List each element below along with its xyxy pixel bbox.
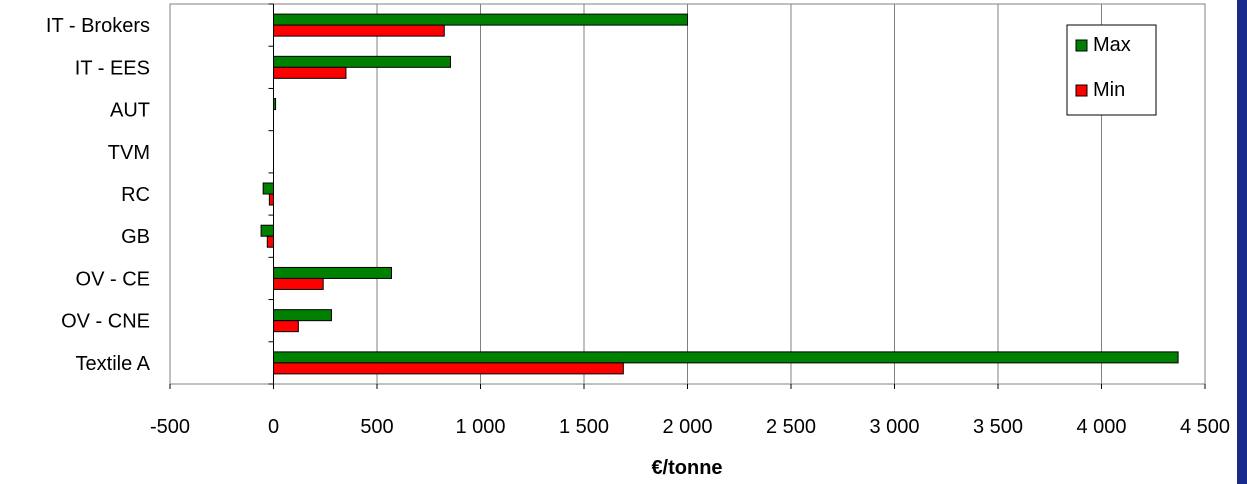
bar-max <box>273 351 1179 364</box>
x-tick-label: 0 <box>268 416 279 438</box>
bar-min <box>273 24 445 37</box>
x-tick-label: 2 000 <box>662 416 712 438</box>
x-tick-label: 1 000 <box>455 416 505 438</box>
x-tick-label: -500 <box>150 416 190 438</box>
legend-label-max: Max <box>1093 34 1131 56</box>
x-tick-label: 3 000 <box>869 416 919 438</box>
bar-max <box>273 309 332 322</box>
legend-label-min: Min <box>1093 79 1125 101</box>
y-tick-label: AUT <box>110 100 150 122</box>
axes <box>169 3 1206 389</box>
bar-min <box>273 277 324 290</box>
x-axis-title: €/tonne <box>651 457 722 479</box>
y-tick-label: GB <box>121 226 150 248</box>
y-tick-label: OV - CNE <box>61 311 150 333</box>
legend-swatch-min <box>1075 84 1088 97</box>
slide-sidebar-accent <box>1237 0 1247 484</box>
bar-max <box>273 266 392 279</box>
x-tick-label: 3 500 <box>973 416 1023 438</box>
y-tick-label: RC <box>121 184 150 206</box>
legend: Max Min <box>1066 24 1157 116</box>
x-tick-label: 1 500 <box>559 416 609 438</box>
y-tick-label: IT - EES <box>75 57 150 79</box>
x-tick-label: 500 <box>360 416 393 438</box>
legend-swatch-max <box>1075 39 1088 52</box>
bar-max <box>273 55 451 68</box>
bar-min <box>273 320 299 333</box>
bar-max <box>273 13 688 26</box>
y-axis-labels: IT - Brokers IT - EES AUT TVM RC GB OV - CE OV … <box>46 15 151 375</box>
bar-min <box>273 362 624 375</box>
bar-min <box>268 193 274 206</box>
x-tick-label: 4 500 <box>1180 416 1230 438</box>
y-tick-label: IT - Brokers <box>46 15 150 37</box>
bar-min <box>273 66 347 79</box>
x-tick-label: 2 500 <box>766 416 816 438</box>
y-tick-label: OV - CE <box>76 268 150 290</box>
y-tick-label: TVM <box>108 142 150 164</box>
x-tick-label: 4 000 <box>1076 416 1126 438</box>
bar-max <box>260 224 274 237</box>
bar-min <box>266 235 275 248</box>
bar-max <box>262 182 274 195</box>
y-tick-label: Textile A <box>76 353 151 375</box>
x-axis-labels: -500 0 500 1 000 1 500 2 000 2 500 3 000 3 500 4 … <box>150 416 1230 438</box>
bars <box>260 13 1179 375</box>
